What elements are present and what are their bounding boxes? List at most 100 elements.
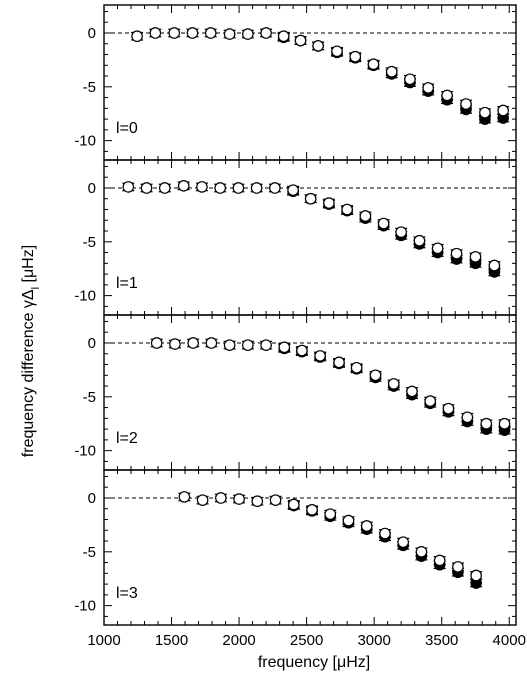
- open-point: [306, 504, 318, 516]
- open-point: [204, 27, 217, 39]
- open-point: [341, 203, 353, 216]
- open-point: [342, 514, 355, 527]
- open-point: [205, 337, 218, 349]
- open-point: [149, 27, 162, 39]
- y-axis-label-units: [μHz]: [20, 245, 37, 287]
- open-point: [314, 350, 326, 362]
- panel-1: 0 -5 -10 l=1: [74, 159, 517, 316]
- open-point: [324, 508, 337, 520]
- open-point: [350, 361, 363, 374]
- open-point: [196, 494, 209, 506]
- panel-label: l=2: [116, 430, 138, 447]
- open-point: [269, 182, 281, 194]
- panel-frame: [103, 314, 517, 471]
- open-point: [452, 561, 464, 573]
- open-point: [287, 498, 300, 511]
- y-tick-label: -10: [74, 133, 96, 150]
- open-point: [223, 28, 236, 40]
- panel-label: l=3: [116, 585, 138, 602]
- open-point: [131, 30, 143, 43]
- x-tick-label: 1000: [87, 632, 120, 649]
- open-point: [251, 495, 264, 508]
- open-point: [469, 251, 482, 263]
- open-point: [287, 184, 299, 196]
- y-tick-label: 0: [88, 335, 96, 352]
- x-tick-labels: 1000 1500 2000 2500 3000 3500 4000: [87, 632, 526, 649]
- open-point: [488, 259, 501, 272]
- open-point: [214, 182, 226, 194]
- y-axis-label-symbol: γΔ: [20, 289, 37, 308]
- x-tick-label: 2500: [290, 632, 323, 649]
- open-point: [186, 27, 199, 39]
- open-point: [461, 411, 474, 424]
- open-point: [215, 492, 227, 504]
- panel-frame: [103, 4, 517, 161]
- y-axis-label: frequency difference γΔl [μHz]: [20, 245, 42, 457]
- open-point: [433, 554, 446, 567]
- open-point: [470, 569, 482, 582]
- open-point: [497, 104, 509, 117]
- y-tick-label: -10: [74, 443, 96, 460]
- y-tick-label: 0: [88, 180, 96, 197]
- open-point: [233, 493, 245, 505]
- open-point: [479, 106, 491, 119]
- open-point: [360, 520, 373, 532]
- open-point: [424, 395, 437, 407]
- open-point: [460, 98, 472, 110]
- open-point: [406, 385, 418, 398]
- y-axis-label-part-1: frequency difference: [20, 308, 37, 457]
- open-point: [196, 181, 208, 193]
- open-point: [413, 234, 426, 247]
- open-point: [277, 30, 290, 43]
- y-tick-label: -5: [83, 389, 96, 406]
- open-point: [250, 182, 263, 194]
- y-tick-label: -10: [74, 598, 96, 615]
- open-point: [260, 27, 272, 39]
- open-point: [304, 192, 317, 205]
- open-point: [441, 89, 453, 102]
- open-point: [498, 417, 511, 430]
- open-point: [232, 182, 245, 194]
- open-point: [178, 491, 191, 503]
- y-tick-label: 0: [88, 490, 96, 507]
- open-point: [122, 181, 135, 193]
- x-tick-label: 3500: [425, 632, 458, 649]
- open-point: [379, 527, 391, 540]
- open-point: [333, 356, 345, 369]
- panel-frame: [103, 469, 517, 626]
- open-point: [369, 369, 382, 382]
- open-point: [387, 378, 400, 390]
- x-tick-label: 3000: [357, 632, 390, 649]
- open-point: [312, 40, 324, 52]
- open-point: [242, 339, 254, 351]
- open-point: [260, 339, 272, 351]
- panel-0: 0 -5 -10 l=0: [74, 4, 517, 161]
- y-tick-label: -5: [83, 544, 96, 561]
- open-point: [168, 27, 181, 39]
- open-point: [296, 344, 308, 357]
- open-point: [294, 34, 307, 47]
- open-point: [278, 341, 291, 354]
- panel-label: l=0: [116, 120, 138, 137]
- open-point: [269, 494, 282, 506]
- open-point: [422, 82, 434, 94]
- open-point: [223, 339, 236, 351]
- open-point: [242, 28, 254, 40]
- panel-2: 0 -5 -10 l=2: [74, 314, 517, 471]
- open-point: [169, 338, 181, 350]
- x-axis-label: frequency [μHz]: [258, 654, 370, 671]
- open-point: [158, 182, 171, 194]
- panel-label: l=1: [116, 275, 138, 292]
- open-point: [431, 242, 444, 255]
- open-point: [187, 337, 199, 349]
- open-point: [377, 217, 390, 230]
- open-point: [349, 50, 362, 63]
- open-point: [177, 180, 190, 192]
- open-point: [395, 226, 407, 238]
- x-tick-label: 2000: [222, 632, 255, 649]
- open-point: [150, 337, 163, 349]
- y-tick-label: 0: [88, 25, 96, 42]
- open-point: [140, 182, 153, 194]
- open-point: [385, 65, 398, 78]
